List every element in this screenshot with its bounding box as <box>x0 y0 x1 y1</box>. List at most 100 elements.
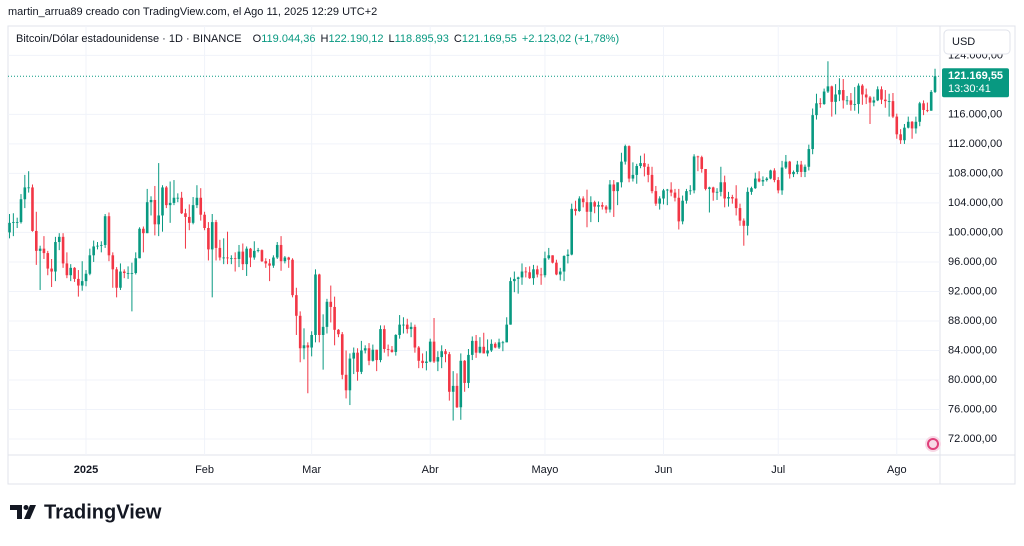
credit: martin_arrua89 creado con TradingView.co… <box>8 6 377 18</box>
candle-body <box>226 257 229 259</box>
candle-body <box>80 281 84 286</box>
candle-body <box>459 360 463 408</box>
candle-body <box>371 349 375 361</box>
candle-body <box>895 116 899 135</box>
candle-body <box>470 340 474 355</box>
candle-body <box>708 187 711 189</box>
candle-body <box>88 255 92 274</box>
x-tick-label: Mar <box>302 464 321 476</box>
candle-body <box>620 161 623 183</box>
candle-body <box>849 100 853 105</box>
candle-body <box>524 271 528 273</box>
candle-body <box>784 161 788 168</box>
candle-body <box>455 385 459 408</box>
candle-body <box>857 85 860 105</box>
x-tick-label: Ago <box>887 464 907 476</box>
candle-body <box>578 198 581 212</box>
y-tick-label: 80.000,00 <box>948 374 997 386</box>
y-tick-label: 72.000,00 <box>948 433 997 445</box>
candle-body <box>692 156 696 191</box>
y-tick-label: 76.000,00 <box>948 403 997 415</box>
candle-body <box>405 324 409 330</box>
candle-body <box>115 269 118 288</box>
candle-body <box>237 251 241 259</box>
candle-body <box>841 90 845 101</box>
candle-body <box>218 247 222 258</box>
candle-body <box>256 250 260 251</box>
candle-body <box>876 89 879 101</box>
candle-body <box>719 182 723 192</box>
candle-body <box>153 199 157 225</box>
candle-body <box>926 109 929 111</box>
candle-body <box>19 199 23 223</box>
currency[interactable]: USD <box>952 36 975 48</box>
candle-body <box>142 228 145 234</box>
x-tick-label: Jun <box>655 464 673 476</box>
y-tick-label: 84.000,00 <box>948 344 997 356</box>
candle-body <box>425 361 428 364</box>
candle-body <box>195 197 199 206</box>
candle-body <box>65 263 69 276</box>
candle-body <box>822 91 826 105</box>
legend-value: 121.169,55 <box>462 33 517 45</box>
candle-body <box>773 170 776 181</box>
candle-body <box>252 250 256 258</box>
candle-body <box>727 197 730 199</box>
candle-body <box>474 340 478 353</box>
candle-body <box>340 334 344 375</box>
candle-body <box>593 202 596 207</box>
candle-body <box>505 324 508 343</box>
candle-body <box>283 257 287 262</box>
candle-body <box>868 97 872 103</box>
candle-body <box>367 348 371 361</box>
candle-body <box>77 278 80 286</box>
candle-body <box>650 174 654 192</box>
candle-body <box>50 268 53 272</box>
candle-body <box>834 94 837 102</box>
candle-body <box>352 352 356 359</box>
candle-body <box>688 190 692 192</box>
candle-body <box>222 257 225 259</box>
candle-body <box>38 248 42 251</box>
candle-body <box>776 180 780 191</box>
candle-body <box>731 197 734 199</box>
candle-body <box>646 166 650 175</box>
candle-body <box>497 342 501 348</box>
candle-body <box>696 156 700 158</box>
candle-body <box>738 208 742 221</box>
candle-body <box>214 222 218 248</box>
candle-body <box>46 253 50 269</box>
legend-key: L <box>389 33 395 45</box>
candle-body <box>597 205 600 207</box>
candle-body <box>295 295 298 316</box>
y-tick-label: 96.000,00 <box>948 256 997 268</box>
axes: 72.000,00 76.000,00 80.000,00 84.000,00 88.0… <box>74 49 1009 476</box>
candle-body <box>61 236 65 264</box>
watermark-icon <box>925 436 941 452</box>
currency-button[interactable] <box>943 29 1011 55</box>
candle-body <box>933 76 937 92</box>
candle-body <box>704 168 707 189</box>
candle-body <box>853 104 857 105</box>
candle-body <box>685 191 688 201</box>
candle-body <box>547 255 551 259</box>
candle-body <box>562 256 566 272</box>
candle-body <box>348 358 352 391</box>
candle-body <box>15 222 19 223</box>
candle-body <box>501 342 505 344</box>
candle-body <box>73 267 76 279</box>
candle-body <box>765 178 769 181</box>
candle-body <box>558 271 562 275</box>
candle-body <box>807 149 811 167</box>
candle-body <box>249 248 252 258</box>
candle-body <box>383 329 386 349</box>
candle-body <box>329 301 333 307</box>
candle-body <box>172 197 176 203</box>
candle-body <box>363 348 367 351</box>
candle-body <box>711 187 715 193</box>
candle-body <box>287 257 291 260</box>
candle-body <box>245 248 248 265</box>
candle-body <box>811 115 814 150</box>
candle-body <box>639 163 642 167</box>
grid <box>8 26 940 455</box>
